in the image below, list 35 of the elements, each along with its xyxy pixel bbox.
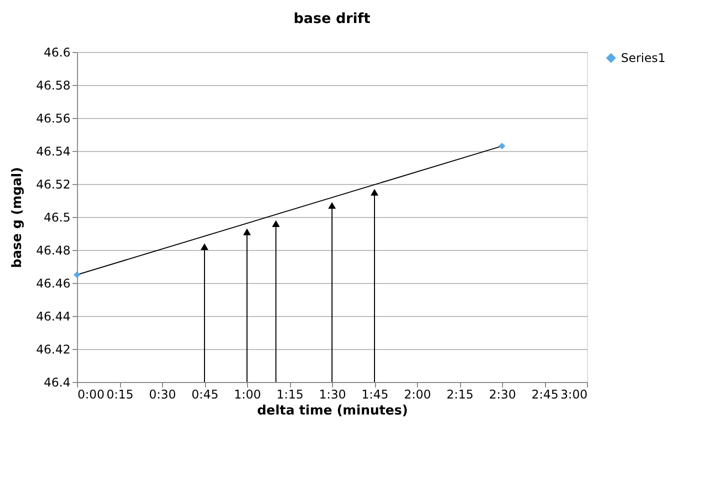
x-tick-label: 2:30 bbox=[489, 388, 516, 402]
point bbox=[370, 188, 378, 196]
y-tick-label: 46.42 bbox=[36, 342, 70, 356]
x-tick-label: 2:45 bbox=[532, 388, 558, 402]
point bbox=[272, 220, 280, 227]
x-tick-label: 1:00 bbox=[234, 388, 261, 402]
legend-label: Series1 bbox=[621, 51, 666, 65]
chart-title: base drift bbox=[294, 11, 371, 27]
point bbox=[328, 202, 336, 209]
x-tick-label: 1:30 bbox=[319, 388, 346, 402]
x-tick-label: 1:45 bbox=[362, 388, 388, 402]
x-tick-label: 2:00 bbox=[404, 388, 431, 402]
x-tick-label: 0:45 bbox=[192, 388, 218, 402]
y-tick-label: 46.48 bbox=[36, 244, 70, 258]
point bbox=[74, 271, 80, 278]
x-tick-label: 0:15 bbox=[106, 388, 134, 402]
y-tick-label: 46.6 bbox=[44, 46, 70, 60]
y-axis-title: base g (mgal) bbox=[10, 167, 26, 268]
y-tick-label: 46.5 bbox=[44, 210, 70, 224]
point bbox=[498, 142, 506, 150]
y-tick-label: 46.56 bbox=[36, 112, 70, 126]
x-tick-label: 1:15 bbox=[276, 388, 304, 402]
x-tick-label: 3:00 bbox=[560, 388, 588, 402]
point bbox=[200, 243, 208, 250]
y-tick-label: 46.54 bbox=[36, 144, 70, 158]
y-tick-label: 46.44 bbox=[36, 310, 70, 324]
y-tick-label: 46.58 bbox=[36, 78, 70, 92]
point bbox=[243, 228, 251, 236]
x-tick-label: 0:30 bbox=[149, 388, 176, 402]
y-tick-label: 46.4 bbox=[44, 376, 70, 390]
x-tick-label: 0:00 bbox=[78, 388, 104, 402]
y-tick-label: 46.46 bbox=[36, 276, 70, 290]
x-axis-title: delta time (minutes) bbox=[257, 404, 408, 418]
x-tick-label: 2:15 bbox=[446, 388, 474, 402]
y-tick-label: 46.52 bbox=[36, 178, 70, 192]
